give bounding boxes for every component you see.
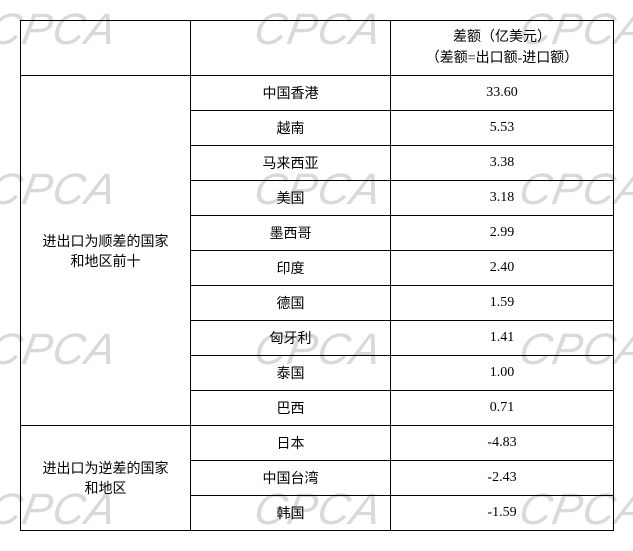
value-cell: 5.53 [391, 111, 614, 146]
header-row: 差额（亿美元） （差额=出口额-进口额） [21, 21, 614, 76]
country-cell: 中国香港 [191, 76, 391, 111]
value-cell: -4.83 [391, 426, 614, 461]
surplus-label-line1: 进出口为顺差的国家 [43, 235, 169, 250]
surplus-label-line2: 和地区前十 [71, 255, 141, 270]
country-cell: 德国 [191, 286, 391, 321]
trade-balance-table: 差额（亿美元） （差额=出口额-进口额） 进出口为顺差的国家 和地区前十 中国香… [20, 20, 614, 531]
country-cell: 日本 [191, 426, 391, 461]
value-cell: 2.40 [391, 251, 614, 286]
value-cell: -1.59 [391, 496, 614, 531]
table-row: 进出口为逆差的国家 和地区 日本 -4.83 [21, 426, 614, 461]
country-cell: 墨西哥 [191, 216, 391, 251]
country-cell: 印度 [191, 251, 391, 286]
deficit-category-cell: 进出口为逆差的国家 和地区 [21, 426, 191, 531]
country-cell: 泰国 [191, 356, 391, 391]
country-cell: 匈牙利 [191, 321, 391, 356]
value-cell: 1.59 [391, 286, 614, 321]
country-cell: 马来西亚 [191, 146, 391, 181]
deficit-label-line1: 进出口为逆差的国家 [43, 462, 169, 477]
header-blank-1 [21, 21, 191, 76]
country-cell: 中国台湾 [191, 461, 391, 496]
value-cell: 0.71 [391, 391, 614, 426]
country-cell: 美国 [191, 181, 391, 216]
value-cell: 1.41 [391, 321, 614, 356]
value-cell: 33.60 [391, 76, 614, 111]
header-blank-2 [191, 21, 391, 76]
header-diff-line2: （差额=出口额-进口额） [426, 51, 579, 66]
deficit-label-line2: 和地区 [85, 482, 127, 497]
country-cell: 巴西 [191, 391, 391, 426]
value-cell: -2.43 [391, 461, 614, 496]
country-cell: 越南 [191, 111, 391, 146]
header-diff-line1: 差额（亿美元） [453, 30, 551, 45]
header-diff: 差额（亿美元） （差额=出口额-进口额） [391, 21, 614, 76]
country-cell: 韩国 [191, 496, 391, 531]
value-cell: 1.00 [391, 356, 614, 391]
surplus-category-cell: 进出口为顺差的国家 和地区前十 [21, 76, 191, 426]
value-cell: 2.99 [391, 216, 614, 251]
value-cell: 3.18 [391, 181, 614, 216]
table-row: 进出口为顺差的国家 和地区前十 中国香港 33.60 [21, 76, 614, 111]
value-cell: 3.38 [391, 146, 614, 181]
